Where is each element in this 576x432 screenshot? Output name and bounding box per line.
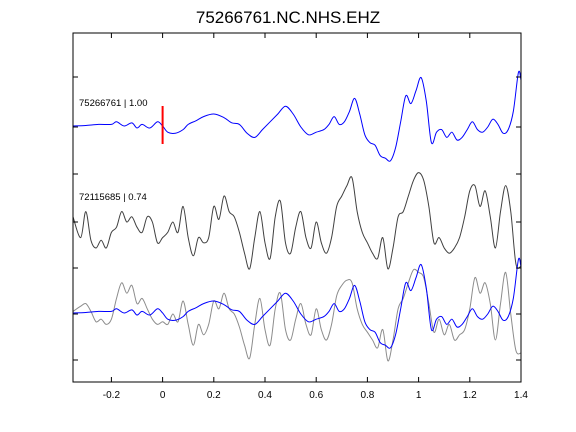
- x-tick-label: 0: [160, 390, 166, 401]
- trace-1-line: [72, 70, 522, 162]
- x-tick-label: 0.8: [360, 390, 374, 401]
- x-tick-label: -0.2: [103, 390, 121, 401]
- x-tick-label: 0.6: [309, 390, 323, 401]
- trace-2-label: 72115685 | 0.74: [79, 192, 147, 203]
- trace-2-line: [72, 172, 522, 270]
- x-axis: -0.2 0 0.2 0.4 0.6 0.8 1 1.2 1.4: [103, 33, 528, 401]
- x-tick-label: 1.2: [463, 390, 477, 401]
- trace-3-line: [72, 268, 522, 362]
- x-tick-label: 1.4: [514, 390, 528, 401]
- chart-title: 75266761.NC.NHS.EHZ: [196, 8, 380, 27]
- trace-4-line: [72, 257, 522, 349]
- axes-frame: [72, 32, 522, 383]
- y-axis-ticks: [73, 76, 521, 361]
- x-tick-label: 0.2: [207, 390, 221, 401]
- trace-1-label: 75266761 | 1.00: [79, 98, 148, 109]
- x-tick-label: 0.4: [258, 390, 272, 401]
- plot-area: 75266761 | 1.00 72115685 | 0.74: [72, 70, 522, 362]
- x-tick-label: 1: [416, 390, 422, 401]
